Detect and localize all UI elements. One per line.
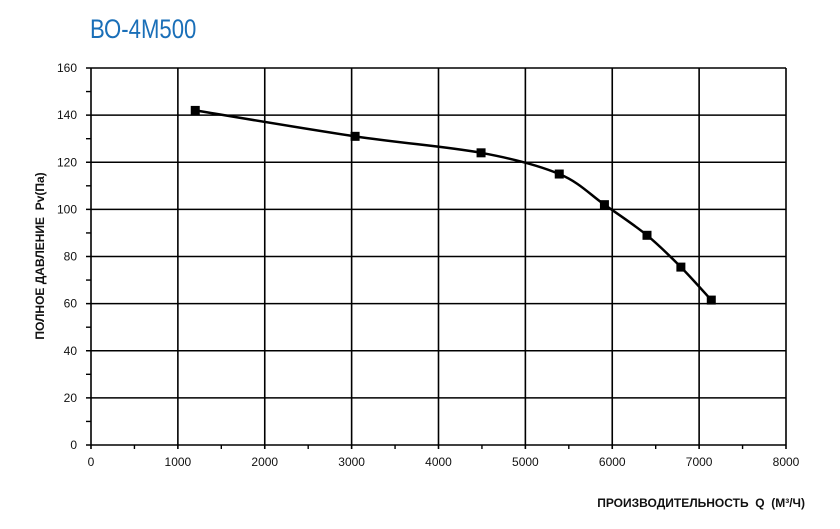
series-line <box>195 109 713 301</box>
series <box>190 105 716 305</box>
y-axis-label: ПОЛНОЕ ДАВЛЕНИЕ Pv(Па) <box>33 172 47 339</box>
x-tick-label: 0 <box>88 455 95 469</box>
grid <box>86 67 787 449</box>
x-tick-label: 3000 <box>338 455 365 469</box>
data-point <box>350 131 360 141</box>
x-tick-label: 8000 <box>773 455 800 469</box>
x-tick-label: 1000 <box>165 455 192 469</box>
y-tick-label: 60 <box>64 297 78 311</box>
x-tick-label: 6000 <box>599 455 626 469</box>
data-point <box>599 200 609 210</box>
chart-title: ВО-4М500 <box>90 14 197 44</box>
y-tick-label: 140 <box>57 108 77 122</box>
data-point <box>190 105 200 115</box>
data-point <box>676 262 686 272</box>
x-tick-label: 2000 <box>251 455 278 469</box>
y-tick-label: 20 <box>64 391 78 405</box>
data-point <box>476 148 486 158</box>
data-point <box>554 169 564 179</box>
data-point <box>642 230 652 240</box>
y-tick-label: 80 <box>64 250 78 264</box>
ticks: 0 1000 2000 3000 4000 5000 6000 7000 8000 0 20 40 60… <box>57 61 800 469</box>
y-tick-label: 100 <box>57 202 77 216</box>
x-tick-label: 5000 <box>512 455 539 469</box>
y-tick-label: 40 <box>64 344 78 358</box>
data-point <box>706 295 716 305</box>
y-tick-label: 0 <box>70 438 77 452</box>
x-tick-label: 4000 <box>425 455 452 469</box>
y-tick-label: 160 <box>57 61 77 75</box>
x-tick-label: 7000 <box>686 455 713 469</box>
x-axis-label: ПРОИЗВОДИТЕЛЬНОСТЬ Q (М³/Ч) <box>597 496 805 510</box>
y-tick-label: 120 <box>57 155 77 169</box>
